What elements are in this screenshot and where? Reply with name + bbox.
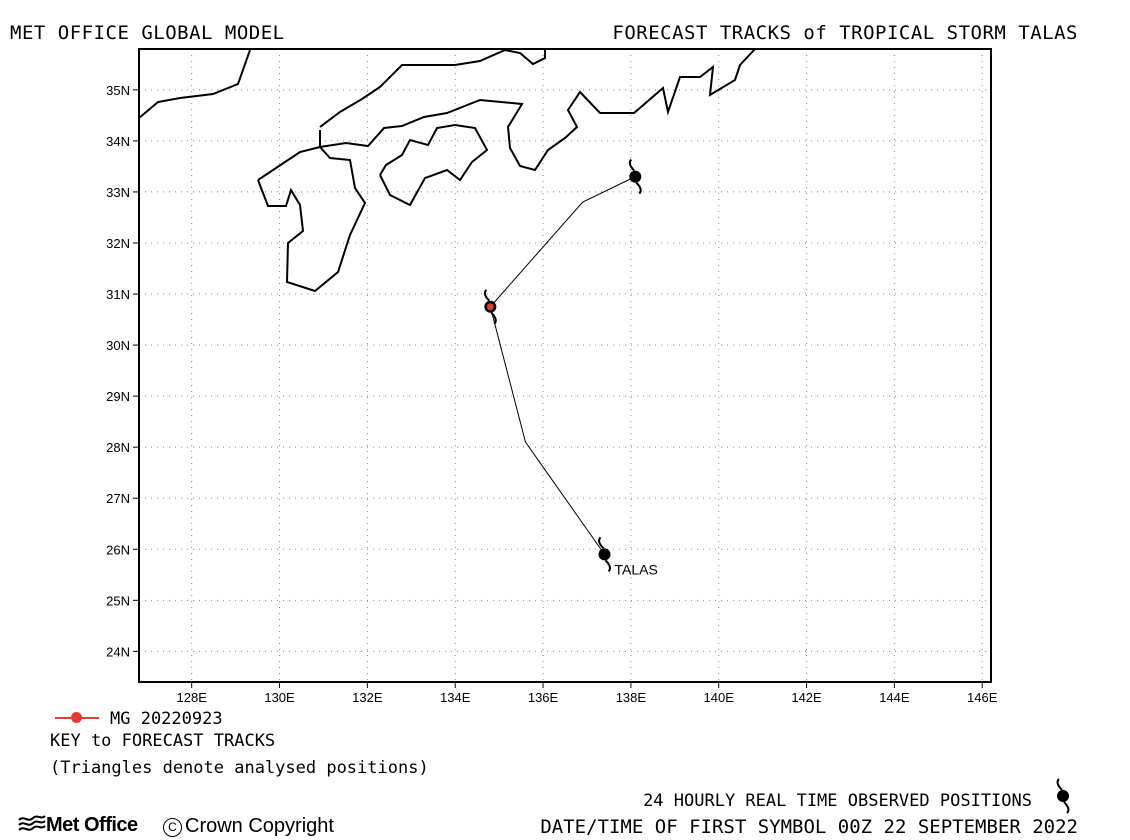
- y-tick-label: 28N: [106, 440, 130, 455]
- x-tick-label: 132E: [352, 690, 383, 705]
- coastline: [139, 49, 756, 293]
- y-tick-label: 30N: [106, 338, 130, 353]
- key-title: KEY to FORECAST TRACKS: [50, 731, 276, 751]
- forecast-position-marker: [486, 303, 494, 311]
- x-tick-label: 130E: [264, 690, 295, 705]
- met-office-logo: Met Office: [18, 814, 138, 837]
- tropical-storm-icon: [1056, 778, 1070, 814]
- x-tick-label: 134E: [440, 690, 471, 705]
- header-chart-title: FORECAST TRACKS of TROPICAL STORM TALAS: [612, 22, 1078, 44]
- observed-position-marker: [628, 158, 643, 195]
- legend-series-marker: [71, 712, 82, 723]
- header-model-name: MET OFFICE GLOBAL MODEL: [10, 22, 285, 44]
- x-tick-label: 138E: [616, 690, 647, 705]
- storm-track: [483, 158, 643, 573]
- y-tick-label: 31N: [106, 287, 130, 302]
- copyright: C Crown Copyright: [163, 815, 334, 838]
- x-tick-label: 142E: [791, 690, 822, 705]
- storm-name-label: TALAS: [615, 561, 658, 577]
- grid-lines: [139, 49, 991, 682]
- x-tick-label: 128E: [177, 690, 208, 705]
- y-tick-label: 34N: [106, 134, 130, 149]
- map-frame: [138, 48, 992, 683]
- y-tick-label: 24N: [106, 644, 130, 659]
- legend-series-label: MG 20220923: [110, 709, 223, 729]
- x-tick-label: 136E: [528, 690, 559, 705]
- met-office-waves-icon: [18, 815, 46, 831]
- observed-positions-label: 24 HOURLY REAL TIME OBSERVED POSITIONS: [643, 791, 1032, 811]
- axis-ticks: 128E 130E 132E 134E 136E 138E 140E 142E 144E 146E…: [106, 83, 998, 705]
- key-note: (Triangles denote analysed positions): [50, 758, 429, 778]
- y-tick-label: 25N: [106, 593, 130, 608]
- logo-text: Met Office: [46, 814, 138, 836]
- first-symbol-datetime: DATE/TIME OF FIRST SYMBOL 00Z 22 SEPTEMB…: [540, 816, 1078, 838]
- y-tick-label: 26N: [106, 542, 130, 557]
- observed-track-line: [489, 176, 636, 555]
- observed-position-marker: [597, 536, 612, 573]
- x-tick-label: 144E: [879, 690, 910, 705]
- x-tick-label: 146E: [967, 690, 998, 705]
- y-tick-label: 33N: [106, 185, 130, 200]
- x-tick-label: 140E: [704, 690, 735, 705]
- copyright-icon: C: [163, 818, 182, 837]
- y-tick-label: 35N: [106, 83, 130, 98]
- y-tick-label: 29N: [106, 389, 130, 404]
- y-tick-label: 27N: [106, 491, 130, 506]
- copyright-text: Crown Copyright: [185, 815, 334, 837]
- y-tick-label: 32N: [106, 236, 130, 251]
